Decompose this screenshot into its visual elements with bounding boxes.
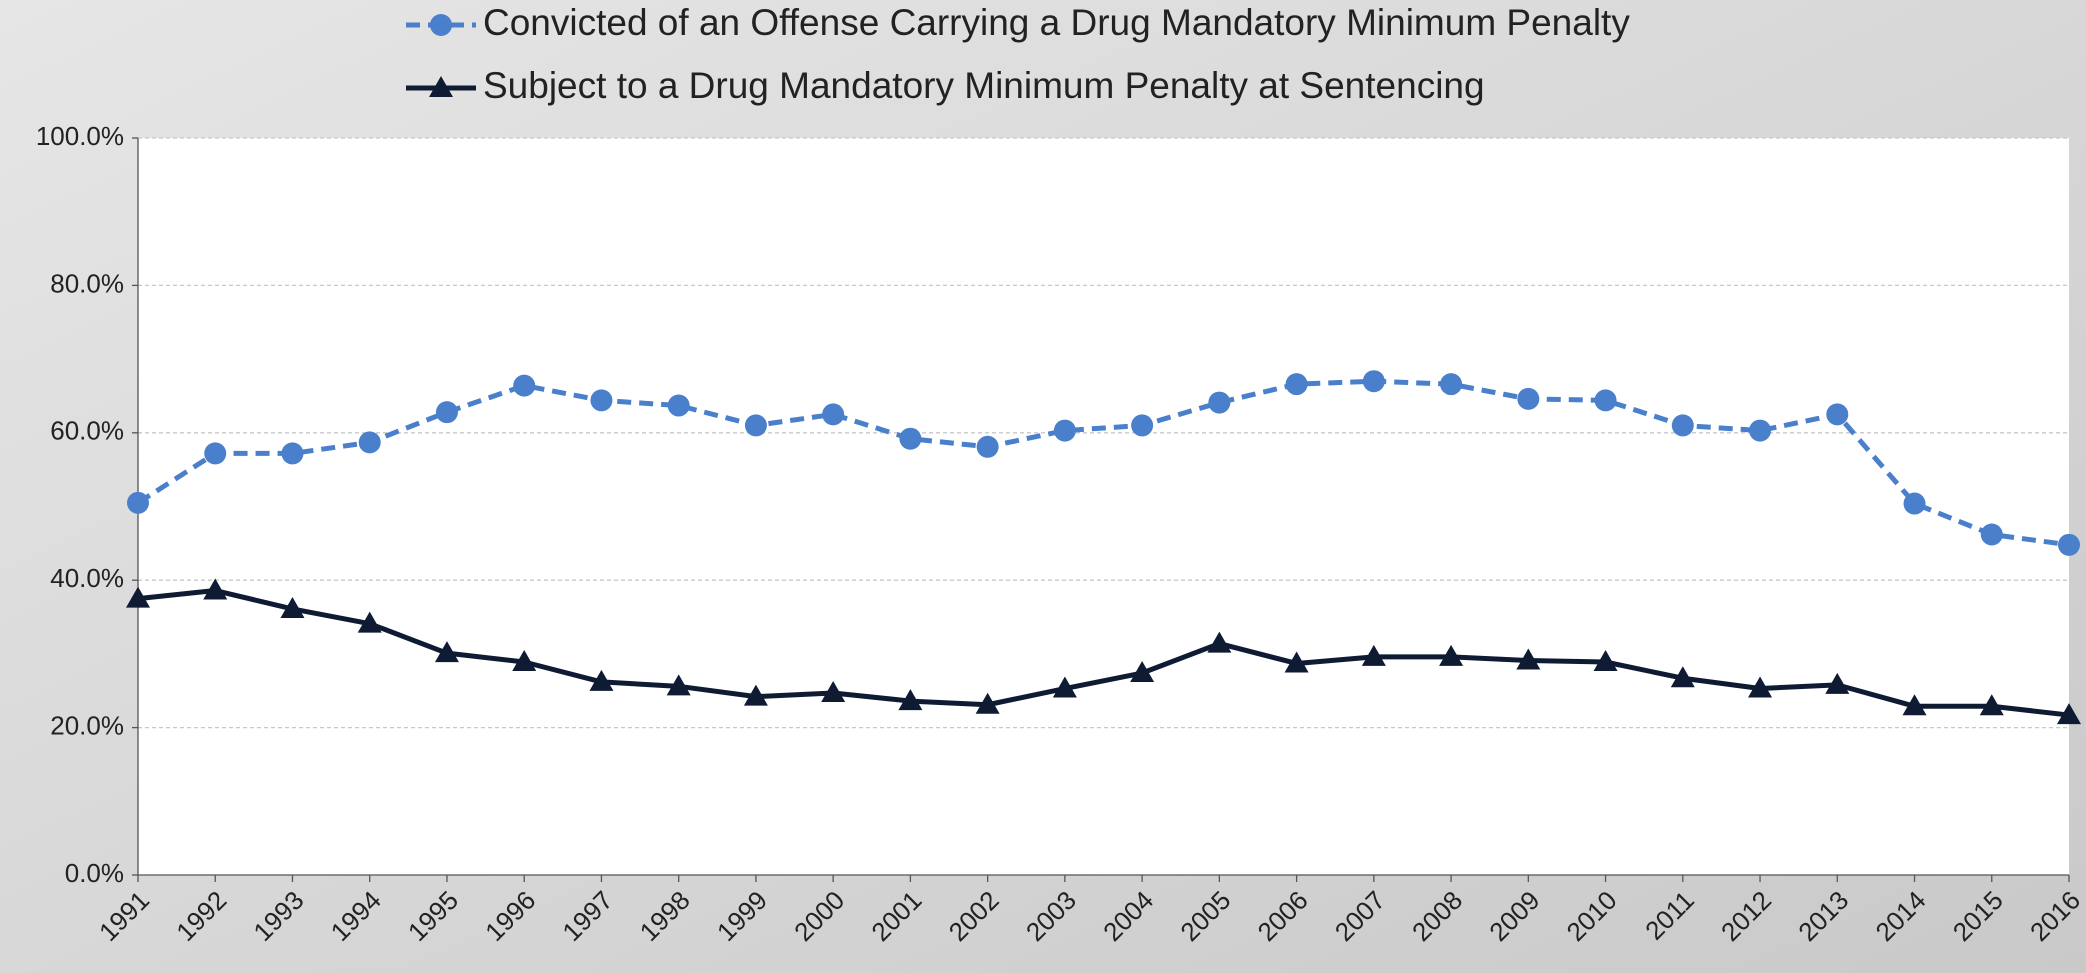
data-point (667, 394, 690, 417)
data-point (126, 586, 150, 608)
data-point (821, 680, 846, 702)
data-point (434, 641, 459, 663)
data-point (357, 611, 382, 633)
data-point (1207, 631, 1232, 653)
data-point (2058, 533, 2080, 556)
data-point (1671, 414, 1694, 437)
plot-area (138, 138, 2069, 875)
data-point (1052, 676, 1077, 698)
y-tick-label: 40.0% (50, 563, 124, 593)
data-point (1902, 694, 1927, 716)
data-point (1053, 419, 1076, 442)
y-tick-label: 60.0% (50, 416, 124, 446)
data-point (666, 674, 691, 696)
data-point (1284, 651, 1309, 673)
data-point (976, 435, 999, 458)
legend-marker (430, 14, 452, 36)
y-tick-label: 100.0% (36, 121, 124, 151)
data-point (281, 442, 304, 465)
data-point (1825, 672, 1850, 694)
data-point (435, 401, 458, 424)
data-point (1516, 648, 1541, 670)
legend-marker (429, 76, 453, 97)
series-line (136, 378, 2070, 548)
data-point (127, 491, 149, 514)
data-point (1903, 492, 1926, 515)
data-point (1130, 661, 1155, 683)
data-point (589, 669, 614, 691)
data-point (590, 389, 613, 412)
data-point (1980, 523, 2003, 546)
series-line (137, 588, 2070, 718)
data-point (744, 414, 767, 437)
legend-label: Subject to a Drug Mandatory Minimum Pena… (483, 65, 1485, 106)
data-point (822, 403, 845, 426)
y-tick-label: 80.0% (50, 268, 124, 298)
data-point (975, 692, 1000, 714)
data-point (743, 684, 768, 706)
data-point (280, 596, 305, 618)
data-point (1593, 650, 1618, 672)
data-point (512, 650, 537, 672)
data-point (1362, 370, 1385, 393)
y-tick-label: 0.0% (65, 858, 124, 888)
data-point (358, 431, 381, 454)
y-tick-label: 20.0% (50, 710, 124, 740)
data-point (1440, 373, 1463, 396)
data-point (2057, 703, 2081, 725)
data-point (1517, 387, 1540, 410)
data-point (1594, 389, 1617, 412)
data-point (898, 689, 923, 711)
data-point (1285, 373, 1308, 396)
data-point (899, 427, 922, 450)
data-point (1208, 391, 1231, 414)
data-point (1826, 403, 1849, 426)
data-point (203, 578, 228, 600)
data-point (1979, 694, 2004, 716)
data-point (1131, 414, 1154, 437)
data-point (513, 374, 536, 397)
data-point (1748, 676, 1773, 698)
data-point (1749, 419, 1772, 442)
legend-label: Convicted of an Offense Carrying a Drug … (483, 2, 1630, 43)
data-point (1439, 644, 1464, 666)
data-point (1361, 644, 1386, 666)
data-point (204, 442, 227, 465)
data-point (1670, 666, 1695, 688)
